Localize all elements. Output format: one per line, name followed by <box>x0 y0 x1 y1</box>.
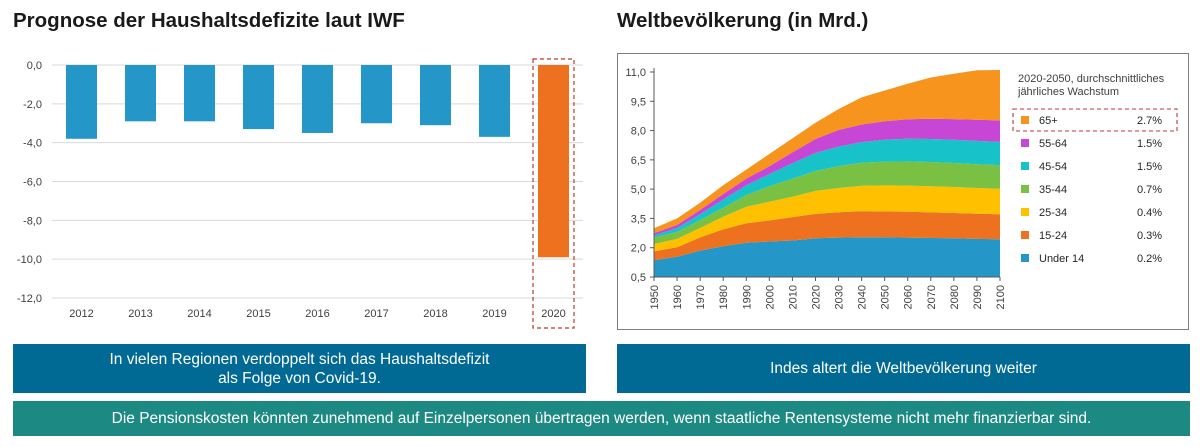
deficit-caption-line-1: In vielen Regionen verdoppelt sich das H… <box>109 350 490 368</box>
area-ytick-label: 2,0 <box>631 243 646 255</box>
bar-ytick-label: -10,0 <box>17 254 42 266</box>
area-xtick-label: 2000 <box>764 285 776 309</box>
area-xtick-label: 2010 <box>787 285 799 309</box>
area-layer-55-64 <box>654 118 1000 236</box>
area-ytick-label: 9,5 <box>631 96 646 108</box>
legend-swatch-under-14 <box>1021 254 1029 262</box>
highlight-65plus-box <box>1012 108 1178 132</box>
bar-2019 <box>479 65 510 137</box>
bar-ytick-label: -8,0 <box>23 215 42 227</box>
legend-swatch-15-24 <box>1021 231 1029 239</box>
bar-ytick-label: -4,0 <box>23 138 42 150</box>
population-area-chart: 0,5 2,0 3,5 5,0 6,5 8,0 9,5 11,0 1950 1960 1970 19… <box>625 67 1178 309</box>
legend-label-55-64: 55-64 <box>1039 138 1067 150</box>
footer-banner: Die Pensionskosten könnten zunehmend auf… <box>13 401 1190 436</box>
area-ytick-label: 11,0 <box>625 67 646 79</box>
legend-label-45-54: 45-54 <box>1039 161 1067 173</box>
area-xtick-label: 2060 <box>903 285 915 309</box>
area-layer-15-24 <box>654 211 1000 261</box>
bar-xtick-label: 2018 <box>423 308 447 320</box>
area-xtick-label: 2020 <box>810 285 822 309</box>
deficit-chart-title: Prognose der Haushaltsdefizite laut IWF <box>13 9 405 32</box>
population-chart-frame <box>617 53 1189 330</box>
bar-xtick-label: 2019 <box>482 308 506 320</box>
legend-label-35-44: 35-44 <box>1039 184 1067 196</box>
bar-2013 <box>125 65 156 122</box>
legend-growth-65-: 2.7% <box>1137 115 1162 127</box>
bar-xtick-label: 2016 <box>305 308 329 320</box>
area-ytick-label: 0,5 <box>631 272 646 284</box>
legend-growth-15-24: 0.3% <box>1137 230 1162 242</box>
bar-2016 <box>302 65 333 133</box>
area-layer-45-54 <box>654 138 1000 238</box>
population-chart-title: Weltbevölkerung (in Mrd.) <box>617 9 869 32</box>
deficit-caption-line-2: als Folge von Covid-19. <box>218 369 381 387</box>
legend-label-25-34: 25-34 <box>1039 207 1067 219</box>
bar-2012 <box>66 65 97 139</box>
highlight-2020-box <box>532 58 575 329</box>
legend-swatch-35-44 <box>1021 185 1029 193</box>
bar-2018 <box>420 65 451 126</box>
legend-growth-45-54: 1.5% <box>1137 161 1162 173</box>
footer-text: Die Pensionskosten könnten zunehmend auf… <box>111 409 1092 427</box>
legend-growth-35-44: 0.7% <box>1137 184 1162 196</box>
area-xtick-label: 1980 <box>718 285 730 309</box>
legend-swatch-45-54 <box>1021 162 1029 170</box>
legend-growth-25-34: 0.4% <box>1137 207 1162 219</box>
bar-2017 <box>361 65 392 124</box>
bar-ytick-label: -2,0 <box>23 99 42 111</box>
area-xtick-label: 2070 <box>926 285 938 309</box>
area-xtick-label: 1990 <box>741 285 753 309</box>
bar-xtick-label: 2015 <box>246 308 270 320</box>
area-xtick-label: 2030 <box>834 285 846 309</box>
bar-ytick-label: -12,0 <box>17 293 42 305</box>
bar-2014 <box>184 65 215 122</box>
legend-label-15-24: 15-24 <box>1039 230 1067 242</box>
area-layer-under-14 <box>654 237 1000 277</box>
area-xtick-label: 1970 <box>695 285 707 309</box>
legend-swatch-65- <box>1021 116 1029 124</box>
area-ytick-label: 5,0 <box>631 184 646 196</box>
legend-swatch-25-34 <box>1021 208 1029 216</box>
area-layer-65- <box>654 70 1000 234</box>
legend-swatch-55-64 <box>1021 139 1029 147</box>
bar-xtick-label: 2020 <box>541 308 565 320</box>
area-layer-35-44 <box>654 161 1000 244</box>
area-xtick-label: 2090 <box>972 285 984 309</box>
bar-2015 <box>243 65 274 130</box>
deficit-bar-chart: 0,0 -2,0 -4,0 -6,0 -8,0 -10,0 -12,0 2012 2013 20… <box>17 58 583 329</box>
bar-xtick-label: 2017 <box>364 308 388 320</box>
area-xtick-label: 1950 <box>649 285 661 309</box>
legend-title: 2020-2050, durchschnittliches <box>1018 73 1165 85</box>
area-ytick-label: 8,0 <box>631 126 646 138</box>
area-ytick-label: 3,5 <box>631 213 646 225</box>
bar-ytick-label: -6,0 <box>23 177 42 189</box>
legend-growth-under-14: 0.2% <box>1137 253 1162 265</box>
area-ytick-label: 6,5 <box>631 155 646 167</box>
area-xtick-label: 2080 <box>949 285 961 309</box>
legend-label-under-14: Under 14 <box>1039 253 1084 265</box>
deficit-caption: In vielen Regionen verdoppelt sich das H… <box>13 344 586 393</box>
area-xtick-label: 2040 <box>857 285 869 309</box>
area-xtick-label: 1960 <box>672 285 684 309</box>
area-xtick-label: 2100 <box>995 285 1007 309</box>
bar-xtick-label: 2012 <box>69 308 93 320</box>
area-layer-25-34 <box>654 185 1000 252</box>
bar-2020 <box>538 65 569 258</box>
bar-xtick-label: 2014 <box>187 308 211 320</box>
legend-growth-55-64: 1.5% <box>1137 138 1162 150</box>
legend-label-65-: 65+ <box>1039 115 1058 127</box>
bar-ytick-label: 0,0 <box>27 60 42 72</box>
area-xtick-label: 2050 <box>880 285 892 309</box>
population-caption-text: Indes altert die Weltbevölkerung weiter <box>770 360 1037 377</box>
population-caption: Indes altert die Weltbevölkerung weiter <box>617 344 1190 393</box>
bar-xtick-label: 2013 <box>128 308 152 320</box>
legend-title-line2: jährliches Wachstum <box>1017 86 1119 98</box>
